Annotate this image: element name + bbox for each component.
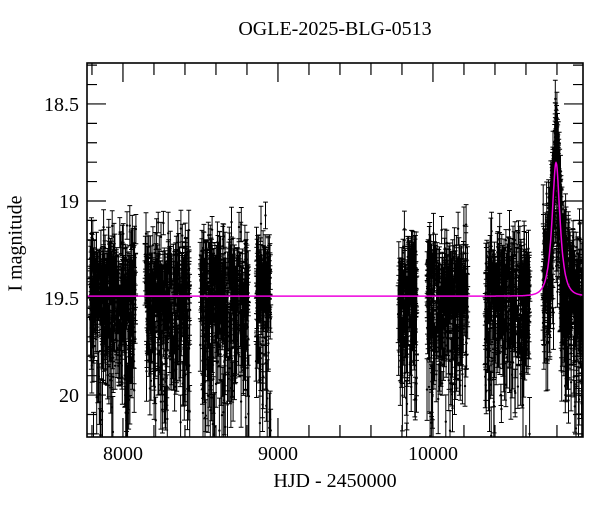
chart-title: OGLE-2025-BLG-0513 [238, 18, 432, 40]
model-curve [87, 161, 583, 297]
tick-marks [87, 63, 583, 437]
tick-label: 10000 [408, 443, 458, 465]
tick-label: 18.5 [44, 94, 79, 116]
axes-layer: 8000 9000 10000 18.5 19 19.5 20 [44, 62, 584, 465]
tick-labels: 8000 9000 10000 18.5 19 19.5 20 [44, 94, 458, 465]
data-layer [87, 79, 583, 437]
tick-label: 9000 [258, 443, 298, 465]
tick-label: 8000 [103, 443, 143, 465]
tick-label: 20 [59, 385, 79, 407]
plot-frame [86, 62, 584, 438]
x-axis-label: HJD - 2450000 [273, 470, 397, 492]
tick-label: 19 [59, 191, 79, 213]
tick-label: 19.5 [44, 288, 79, 310]
